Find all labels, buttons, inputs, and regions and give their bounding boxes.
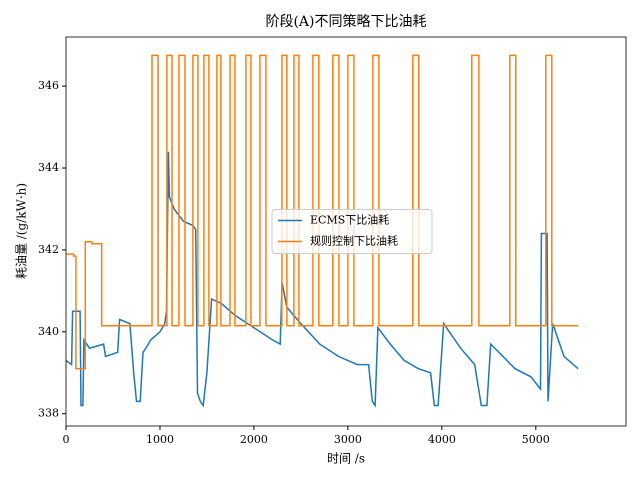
x-tick-label: 2000 (240, 433, 268, 446)
y-tick-label: 340 (38, 325, 59, 338)
y-tick-label: 338 (38, 407, 59, 420)
x-tick-label: 1000 (146, 433, 174, 446)
legend-label: 规则控制下比油耗 (310, 234, 398, 248)
x-tick-label: 0 (63, 433, 70, 446)
x-tick-label: 3000 (334, 433, 362, 446)
x-axis-label: 时间 /s (327, 452, 365, 466)
x-tick-label: 5000 (522, 433, 550, 446)
legend-label: ECMS下比油耗 (310, 213, 389, 227)
chart-title: 阶段(A)不同策略下比油耗 (265, 13, 426, 30)
x-tick-label: 4000 (428, 433, 456, 446)
y-tick-label: 346 (38, 79, 59, 92)
y-axis-label: 耗油量 /(g/kW·h) (15, 183, 29, 279)
data-line (65, 151, 579, 408)
y-tick-label: 344 (38, 161, 59, 174)
y-tick-label: 342 (38, 243, 59, 256)
legend-box (271, 209, 433, 254)
data-line (66, 54, 579, 370)
plot-frame (65, 36, 627, 427)
